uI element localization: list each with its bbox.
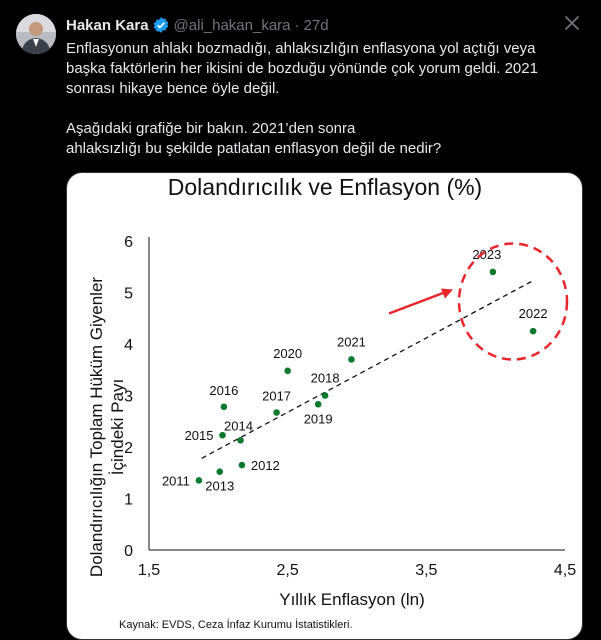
- tweet-paragraph-1: Enflasyonun ahlakı bozmadığı, ahlaksızlı…: [66, 39, 576, 99]
- close-icon: [565, 16, 579, 30]
- data-point: [216, 468, 224, 476]
- x-tick-label: 1,5: [138, 562, 160, 579]
- y-tick-label: 5: [124, 286, 133, 303]
- y-tick-label: 0: [124, 543, 133, 560]
- highlight-circle: [457, 242, 569, 361]
- data-point-label: 2023: [472, 247, 501, 262]
- author-name[interactable]: Hakan Kara: [66, 16, 149, 34]
- data-point-label: 2015: [185, 428, 214, 443]
- data-point: [348, 356, 355, 363]
- data-point: [220, 403, 228, 411]
- data-point: [238, 461, 246, 469]
- tweet-media-image[interactable]: Dolandırıcılık ve Enflasyon (%) 0 1 2 3 4 5 6 1…: [66, 172, 583, 640]
- data-point: [314, 400, 322, 408]
- tweet-line: başka faktörlerin her ikisini de bozduğu…: [66, 60, 538, 77]
- y-axis-label-line-1: Dolandırıcılığın Toplam Hüküm Giyenler: [87, 277, 106, 577]
- tweet-text: Enflasyonun ahlakı bozmadığı, ahlaksızlı…: [66, 39, 576, 159]
- tweet-line: Aşağıdaki grafiğe bir bakın. 2021’den so…: [66, 120, 356, 137]
- data-point-label: 2014: [224, 418, 253, 433]
- data-point-label: 2012: [251, 458, 280, 473]
- data-point-label: 2020: [273, 346, 302, 361]
- tweet-line: ahlaksızlığı bu şekilde patlatan enflasy…: [66, 140, 442, 157]
- x-axis-label: Yıllık Enflasyon (ln): [279, 590, 425, 609]
- close-button[interactable]: [561, 12, 583, 34]
- data-point: [195, 477, 203, 484]
- y-tick-label: 1: [124, 492, 133, 509]
- data-point: [237, 437, 244, 444]
- chart-title: Dolandırıcılık ve Enflasyon (%): [168, 174, 482, 200]
- data-point-label: 2019: [304, 411, 333, 426]
- y-tick-label: 2: [124, 440, 133, 457]
- separator-dot: ·: [294, 16, 300, 34]
- data-point-label: 2021: [337, 334, 366, 349]
- data-point: [321, 392, 329, 399]
- data-point: [219, 431, 226, 439]
- highlight-arrowhead: [441, 288, 453, 299]
- tweet-timestamp[interactable]: 27d: [303, 16, 329, 34]
- y-tick-label: 6: [124, 234, 133, 251]
- data-point-label: 2011: [162, 473, 190, 488]
- tweet-paragraph-2: Aşağıdaki grafiğe bir bakın. 2021’den so…: [66, 119, 576, 159]
- x-tick-label: 3,5: [415, 562, 437, 579]
- data-point-label: 2018: [311, 371, 340, 386]
- x-tick-label: 4,5: [554, 562, 576, 579]
- data-point: [529, 327, 537, 335]
- author-handle[interactable]: @ali_hakan_kara: [173, 16, 291, 34]
- x-tick-label: 2,5: [277, 562, 299, 579]
- avatar[interactable]: [16, 14, 56, 54]
- data-point-label: 2016: [209, 383, 238, 398]
- tweet-line: Enflasyonun ahlakı bozmadığı, ahlaksızlı…: [66, 40, 536, 57]
- highlight-arrow: [388, 290, 448, 315]
- scatter-chart: Dolandırıcılık ve Enflasyon (%) 0 1 2 3 4 5 6 1…: [87, 174, 576, 631]
- tweet-header: Hakan Kara @ali_hakan_kara · 27d: [66, 14, 329, 36]
- data-point: [273, 409, 280, 416]
- y-axis-label-line-2: İçindeki Payı: [108, 379, 127, 475]
- avatar-image: [16, 14, 56, 54]
- chart-source: Kaynak: EVDS, Ceza İnfaz Kurumu İstatist…: [119, 618, 353, 631]
- verified-badge-icon: [152, 16, 170, 34]
- data-point: [284, 367, 291, 375]
- data-point-label: 2022: [519, 306, 548, 321]
- y-tick-label: 4: [124, 337, 133, 354]
- data-point-label: 2013: [205, 479, 234, 494]
- data-point-label: 2017: [262, 388, 291, 403]
- data-point: [489, 268, 497, 276]
- y-tick-label: 3: [124, 389, 133, 406]
- tweet-line: sonrası hikaye bence öyle değil.: [66, 80, 280, 97]
